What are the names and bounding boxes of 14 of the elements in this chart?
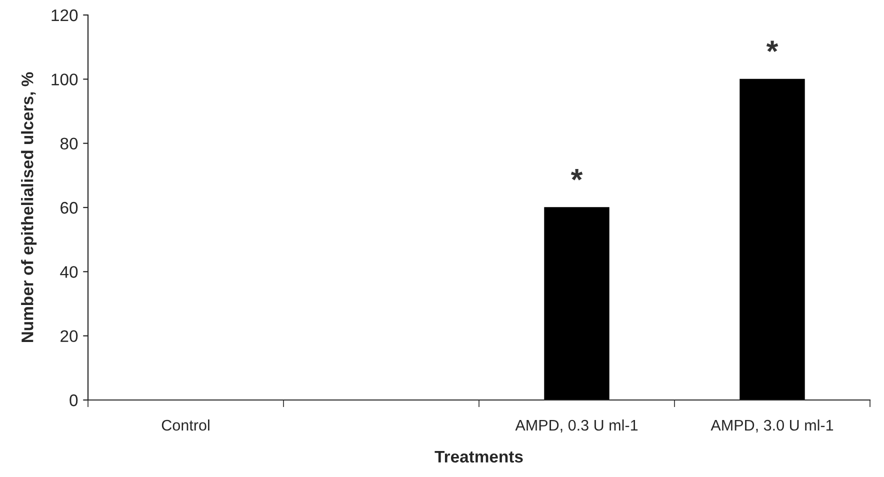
y-tick-label: 100 xyxy=(52,74,78,86)
y-axis-title: Number of epithelialised ulcers, % xyxy=(21,72,37,342)
y-tick-label: 80 xyxy=(60,138,78,150)
x-tick-label: AMPD, 0.3 U ml-1 xyxy=(515,419,638,432)
x-tick-label: Control xyxy=(162,419,210,431)
annotation: * xyxy=(570,169,583,180)
y-tick-label: 20 xyxy=(60,330,78,342)
y-tick-label: 0 xyxy=(70,394,78,406)
x-tick-label: AMPD, 3.0 U ml-1 xyxy=(710,419,834,432)
annotation: * xyxy=(766,40,778,52)
y-tick-label: 60 xyxy=(60,202,78,214)
y-tick-label: 40 xyxy=(60,266,78,278)
x-axis-title: Treatments xyxy=(434,450,523,463)
y-tick-label: 120 xyxy=(52,9,78,22)
